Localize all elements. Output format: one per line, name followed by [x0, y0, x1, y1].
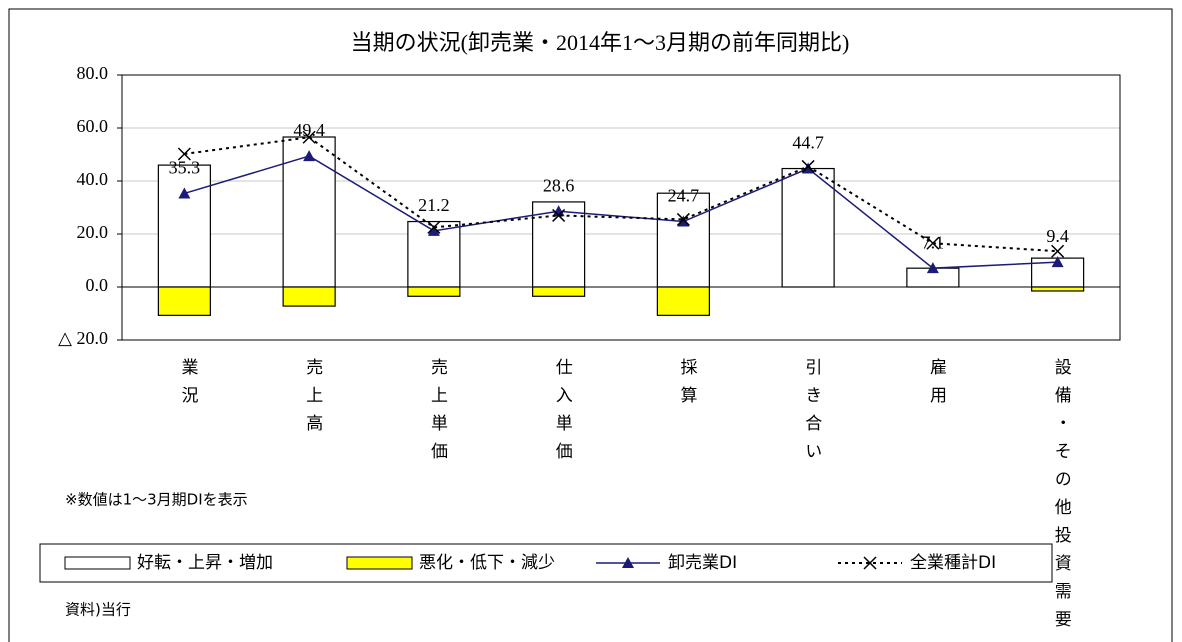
marker: [427, 224, 440, 236]
bar: [157, 164, 211, 288]
y-tick-label: 20.0: [77, 222, 109, 242]
legend-marker: [863, 556, 877, 570]
marker: [427, 220, 441, 234]
x-tick-label: 雇用: [927, 358, 947, 414]
bar: [656, 286, 710, 316]
plot-frame: [121, 74, 1121, 341]
y-tick-label: 60.0: [77, 116, 109, 136]
marker: [552, 208, 566, 222]
marker: [177, 147, 191, 161]
marker: [1051, 256, 1064, 268]
bar: [1031, 286, 1085, 292]
line: [184, 155, 1058, 269]
y-tick-label: 40.0: [77, 169, 109, 189]
legend-swatch: [64, 556, 131, 570]
legend-label: 全業種計DI: [910, 553, 996, 573]
data-label: 49.4: [293, 120, 325, 140]
legend-box: [39, 543, 1053, 583]
chart-title: 当期の状況(卸売業・2014年1～3月期の前年同期比): [351, 30, 850, 55]
marker: [926, 262, 939, 274]
marker: [1051, 244, 1065, 258]
marker: [676, 212, 690, 226]
note: ※数値は1～3月期DIを表示: [65, 491, 248, 509]
data-label: 9.4: [1046, 226, 1069, 246]
legend-label: 好転・上昇・増加: [137, 553, 273, 573]
bar: [656, 192, 710, 288]
x-tick-label: 設備・その他投資需要: [1052, 358, 1072, 638]
marker: [178, 187, 191, 199]
x-tick-label: 仕入単価: [553, 358, 573, 470]
y-tick-label: △ 20.0: [58, 328, 108, 348]
legend-marker: [622, 557, 634, 568]
source: 資料)当行: [65, 601, 131, 619]
marker: [801, 159, 815, 173]
marker: [677, 215, 690, 227]
x-tick-label: 引き合い: [802, 358, 822, 470]
bar: [282, 286, 336, 307]
marker: [926, 236, 940, 250]
legend-swatch: [346, 556, 413, 570]
x-tick-label: 採算: [677, 358, 697, 414]
frame: [8, 8, 1173, 642]
legend-label: 悪化・低下・減少: [419, 553, 555, 573]
x-tick-label: 売上単価: [428, 358, 448, 470]
data-label: 28.6: [543, 175, 575, 195]
bar: [157, 286, 211, 316]
data-label: 44.7: [792, 133, 824, 153]
data-label: 21.2: [418, 195, 450, 215]
y-tick-label: 0.0: [86, 275, 109, 295]
bar: [407, 286, 461, 297]
marker: [303, 150, 316, 162]
data-label: 35.3: [169, 158, 201, 178]
bar: [532, 286, 586, 297]
x-tick-label: 売上高: [303, 358, 323, 442]
marker: [802, 162, 815, 174]
bar: [781, 167, 835, 288]
data-label: 24.7: [668, 186, 700, 206]
y-tick-label: 80.0: [77, 63, 109, 83]
legend-label: 卸売業DI: [668, 553, 737, 573]
x-tick-label: 業況: [178, 358, 198, 414]
marker: [302, 130, 316, 144]
